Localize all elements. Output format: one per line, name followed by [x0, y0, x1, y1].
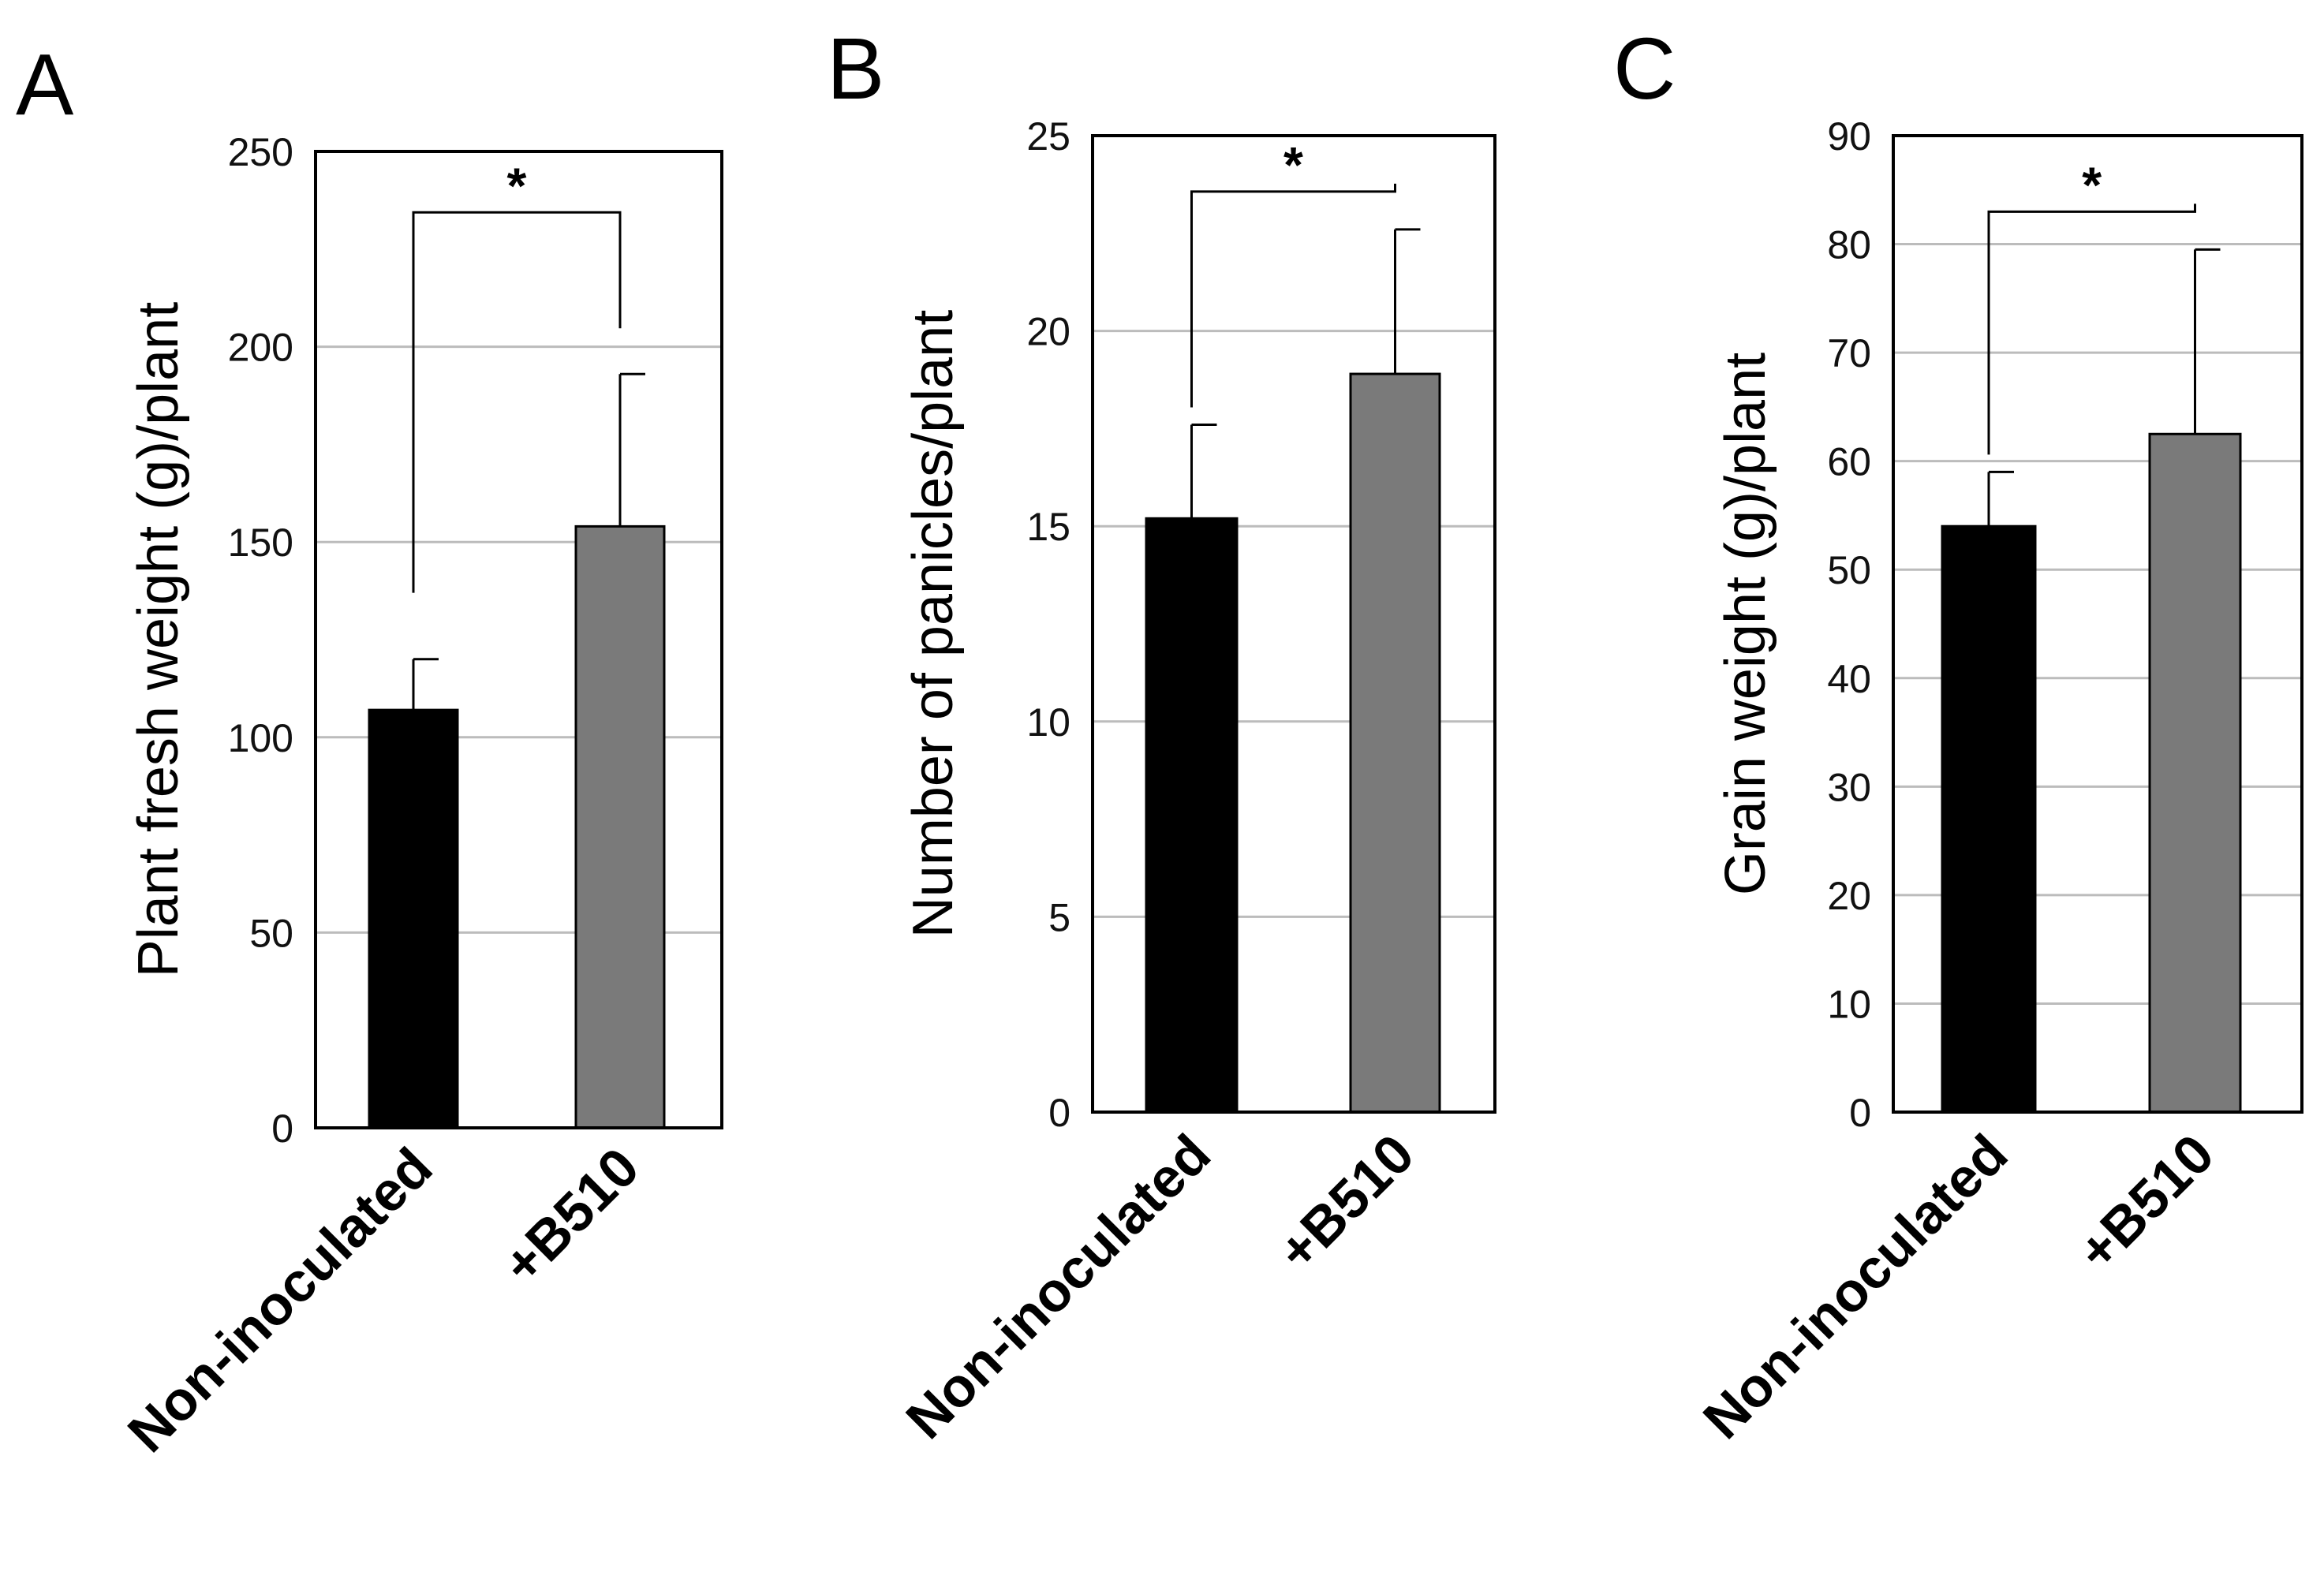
category-label: +B510	[1266, 1122, 1425, 1282]
plot-frame	[314, 150, 723, 1129]
y-axis-label: Grain weight (g)/plant	[1714, 353, 1777, 895]
plot-frame	[1091, 134, 1496, 1114]
y-tick-label: 80	[1827, 223, 1871, 267]
y-tick-label: 60	[1827, 440, 1871, 484]
y-tick-label: 50	[1827, 548, 1871, 592]
panel-label: C	[1613, 21, 1676, 118]
significance-star: *	[1283, 136, 1303, 193]
y-tick-label: 70	[1827, 331, 1871, 375]
y-tick-label: 200	[228, 326, 293, 370]
y-tick-label: 40	[1827, 657, 1871, 701]
plot-frame	[1892, 134, 2303, 1114]
category-label: +B510	[2066, 1122, 2225, 1282]
panel-label: B	[827, 21, 884, 118]
bar-non-inoculated	[368, 708, 459, 1129]
significance-bracket	[1190, 183, 1396, 408]
category-label: Non-inoculated	[116, 1136, 443, 1463]
y-tick-label: 250	[228, 130, 293, 174]
y-tick-label: 50	[249, 911, 293, 955]
y-tick-label: 10	[1026, 700, 1070, 745]
y-tick-label: 20	[1026, 310, 1070, 354]
bar-non-inoculated	[1145, 517, 1239, 1114]
bar-b510	[2148, 432, 2242, 1114]
category-label: Non-inoculated	[1691, 1122, 2019, 1450]
category-label: +B510	[491, 1136, 650, 1295]
y-tick-label: 150	[228, 521, 293, 565]
y-tick-label: 25	[1026, 114, 1070, 159]
y-axis-label: Plant fresh weight (g)/plant	[127, 302, 190, 977]
significance-bracket	[412, 211, 622, 593]
y-tick-label: 0	[271, 1107, 293, 1151]
bar-b510	[1349, 372, 1441, 1114]
y-tick-label: 0	[1048, 1091, 1070, 1135]
bar-b510	[574, 524, 666, 1129]
y-tick-label: 20	[1827, 874, 1871, 918]
bar-non-inoculated	[1941, 524, 2037, 1114]
category-label: Non-inoculated	[895, 1122, 1222, 1450]
significance-bracket	[1987, 203, 2196, 455]
y-tick-label: 0	[1849, 1091, 1871, 1135]
y-tick-label: 15	[1026, 505, 1070, 549]
y-tick-label: 5	[1048, 895, 1070, 939]
y-tick-label: 30	[1827, 765, 1871, 809]
y-tick-label: 10	[1827, 982, 1871, 1026]
panel-label: A	[16, 36, 74, 133]
y-axis-label: Number of panicles/plant	[902, 310, 965, 938]
significance-star: *	[2082, 156, 2102, 213]
y-tick-label: 100	[228, 716, 293, 760]
significance-star: *	[507, 157, 527, 214]
y-tick-label: 90	[1827, 114, 1871, 159]
